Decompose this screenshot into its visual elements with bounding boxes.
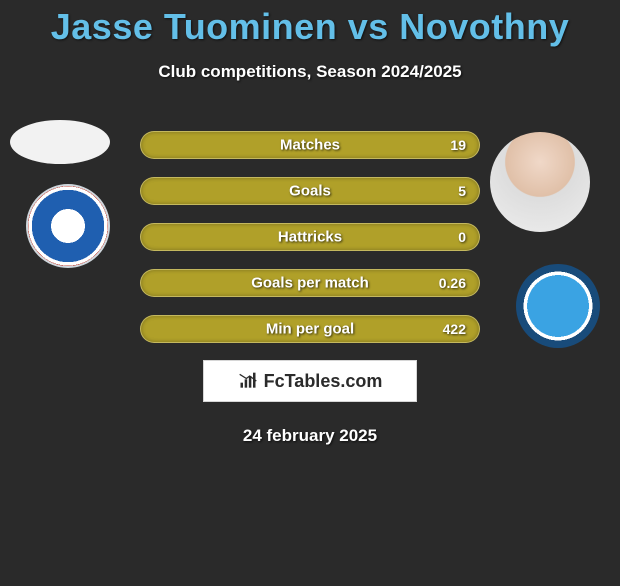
player-right-avatar (490, 132, 590, 232)
bar-label: Goals per match (251, 275, 369, 292)
player-left-avatar (10, 120, 110, 164)
subtitle: Club competitions, Season 2024/2025 (0, 62, 620, 82)
date-text: 24 february 2025 (0, 426, 620, 446)
bar-label: Hattricks (278, 229, 342, 246)
bar-value-right: 19 (450, 137, 466, 153)
bar-value-right: 422 (443, 321, 466, 337)
club-badge-left (26, 184, 110, 268)
bar-row: Goals per match 0.26 (140, 269, 480, 297)
club-badge-right (516, 264, 600, 348)
stats-bars: Matches 19 Goals 5 Hattricks 0 Goals per… (140, 131, 480, 361)
bar-label: Min per goal (266, 321, 354, 338)
bar-value-right: 0 (458, 229, 466, 245)
bar-label: Matches (280, 137, 340, 154)
page-title: Jasse Tuominen vs Novothny (0, 6, 620, 48)
bar-row: Min per goal 422 (140, 315, 480, 343)
bar-value-right: 5 (458, 183, 466, 199)
brand-text: FcTables.com (264, 371, 383, 392)
chart-bar-icon (238, 371, 258, 391)
bar-row: Matches 19 (140, 131, 480, 159)
bar-row: Hattricks 0 (140, 223, 480, 251)
bar-value-right: 0.26 (439, 275, 466, 291)
bar-row: Goals 5 (140, 177, 480, 205)
bar-label: Goals (289, 183, 331, 200)
brand-box: FcTables.com (203, 360, 417, 402)
